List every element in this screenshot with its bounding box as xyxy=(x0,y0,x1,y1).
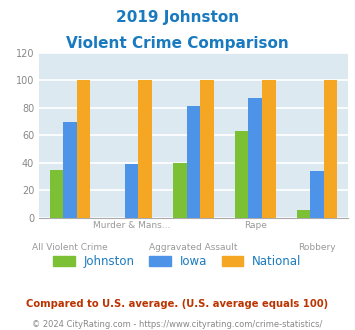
Bar xyxy=(235,131,248,218)
Bar xyxy=(297,210,310,218)
Bar xyxy=(324,80,337,218)
Text: Rape: Rape xyxy=(244,221,267,230)
Bar xyxy=(63,121,77,218)
Bar xyxy=(262,80,275,218)
Text: Robbery: Robbery xyxy=(298,243,336,251)
Text: © 2024 CityRating.com - https://www.cityrating.com/crime-statistics/: © 2024 CityRating.com - https://www.city… xyxy=(32,320,323,329)
Bar xyxy=(187,106,200,218)
Bar xyxy=(310,171,324,218)
Bar xyxy=(138,80,152,218)
Bar xyxy=(200,80,214,218)
Text: Compared to U.S. average. (U.S. average equals 100): Compared to U.S. average. (U.S. average … xyxy=(26,299,329,309)
Bar xyxy=(248,98,262,218)
Legend: Johnston, Iowa, National: Johnston, Iowa, National xyxy=(49,250,306,273)
Bar xyxy=(125,164,138,218)
Text: Aggravated Assault: Aggravated Assault xyxy=(149,243,238,251)
Bar xyxy=(173,163,187,218)
Text: 2019 Johnston: 2019 Johnston xyxy=(116,10,239,25)
Text: All Violent Crime: All Violent Crime xyxy=(32,243,108,251)
Text: Murder & Mans...: Murder & Mans... xyxy=(93,221,170,230)
Bar xyxy=(50,170,63,218)
Bar xyxy=(77,80,90,218)
Text: Violent Crime Comparison: Violent Crime Comparison xyxy=(66,36,289,51)
